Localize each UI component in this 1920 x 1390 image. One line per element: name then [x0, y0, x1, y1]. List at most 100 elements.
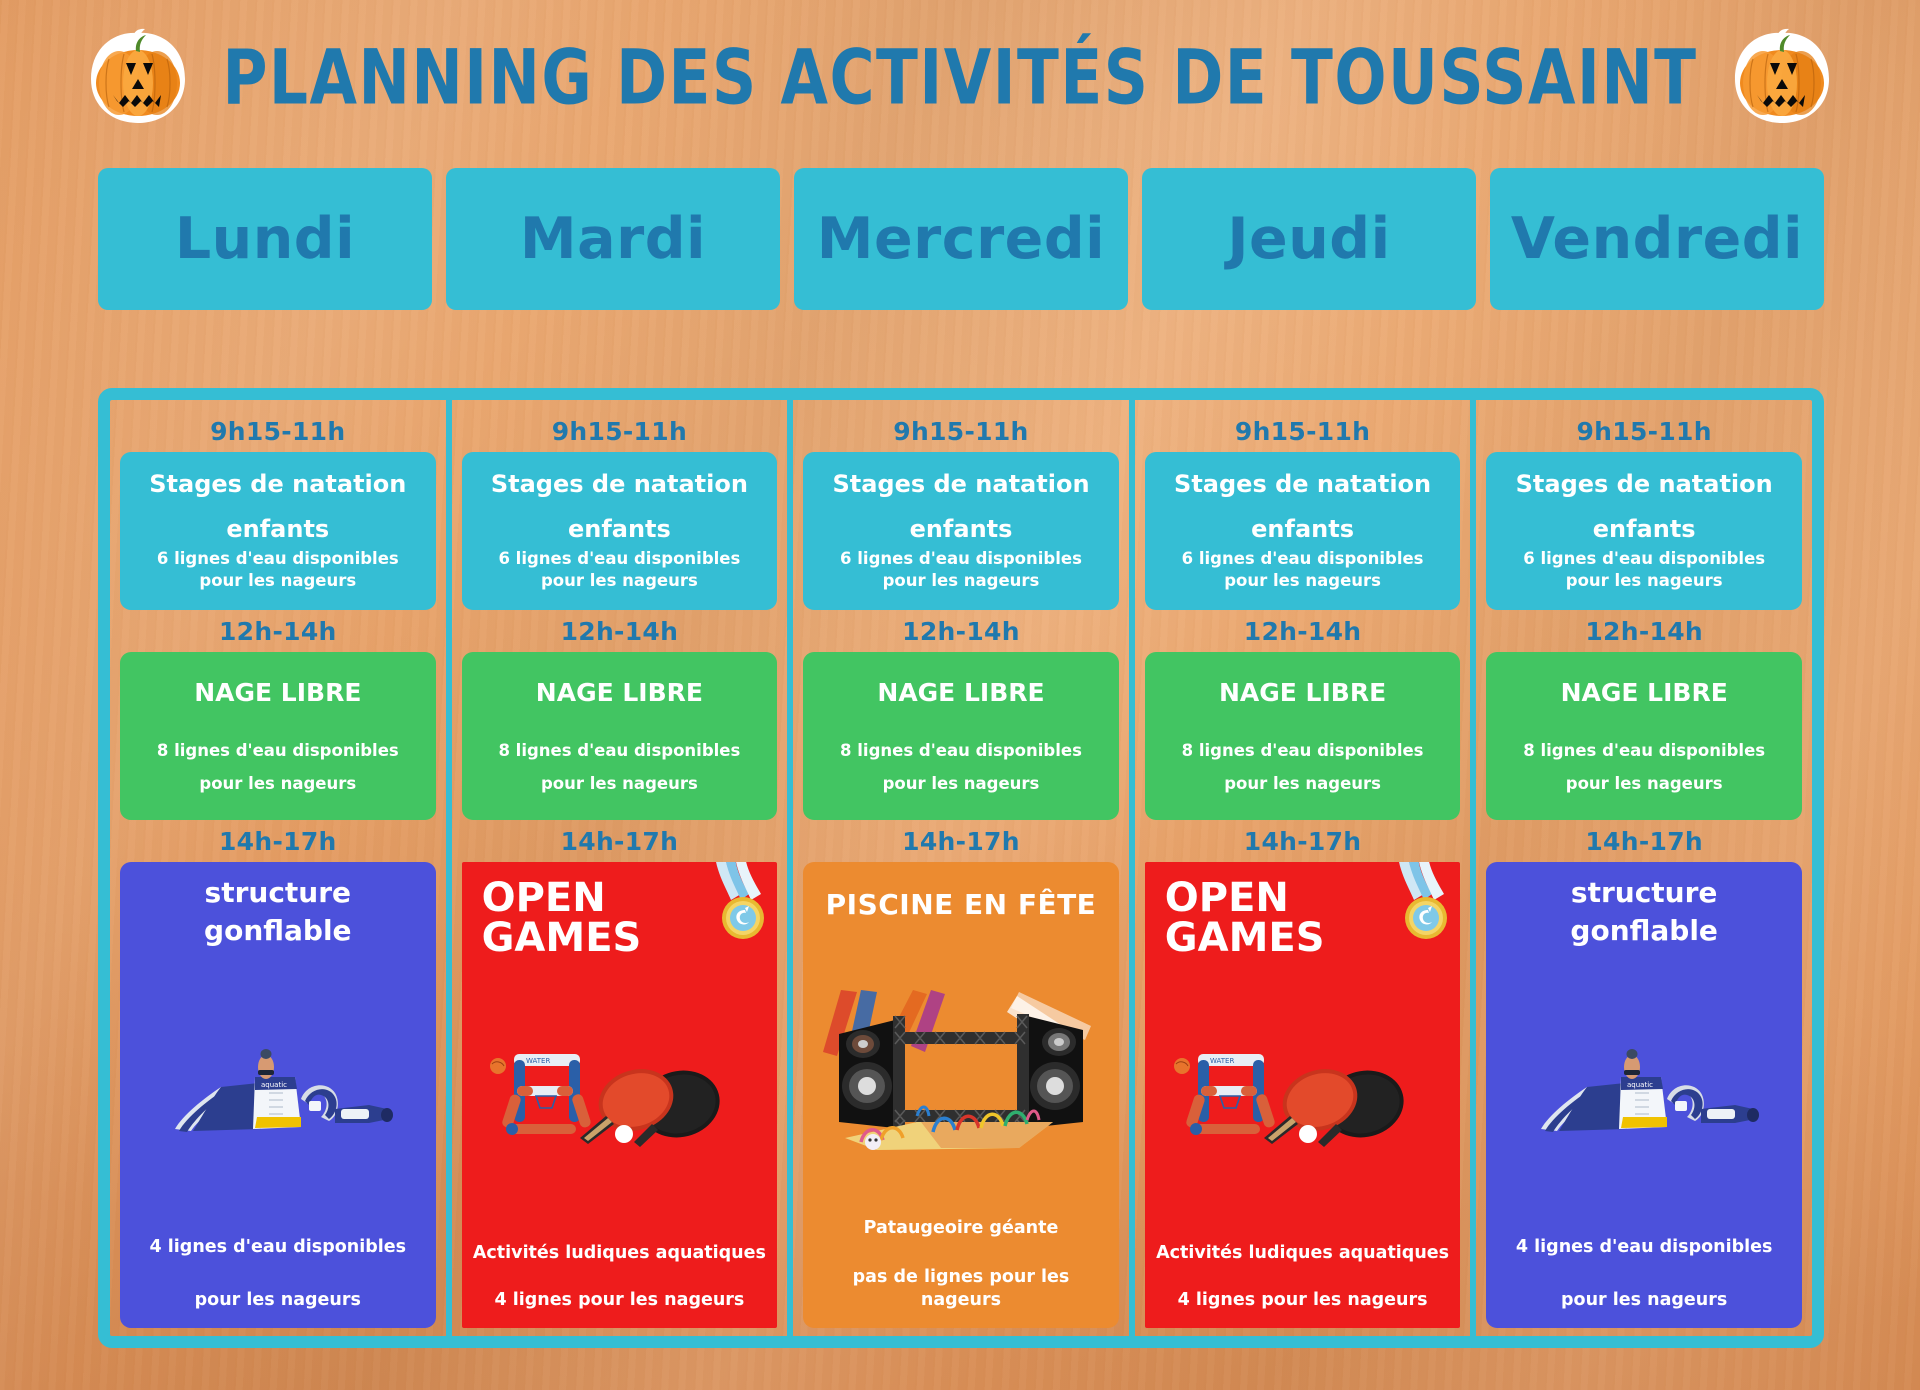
card-note: 8 lignes d'eau disponibles pour les nage…	[130, 734, 426, 800]
note-line-1: 6 lignes d'eau disponibles	[840, 549, 1082, 569]
note-line-2: pour les nageurs	[1565, 571, 1723, 591]
activity-card-nage-libre[interactable]: NAGE LIBRE 8 lignes d'eau disponibles po…	[120, 652, 436, 820]
slot-midday: 12h-14h NAGE LIBRE 8 lignes d'eau dispon…	[1486, 610, 1802, 820]
note-line-1: 4 lignes d'eau disponibles	[1515, 1236, 1773, 1257]
pumpkin-icon	[79, 27, 197, 127]
title-line-1: OPEN	[481, 875, 606, 921]
note-line-2: pour les nageurs	[199, 571, 357, 591]
activity-card-piscine-en-fete[interactable]: PISCINE EN FÊTE	[803, 862, 1119, 1328]
card-header: OPEN GAMES	[472, 862, 768, 958]
day-label: Jeudi	[1227, 206, 1391, 272]
day-label: Vendredi	[1510, 206, 1804, 272]
day-header-mercredi[interactable]: Mercredi	[794, 168, 1128, 310]
slot-afternoon: 14h-17h structure gonflable aquatic	[120, 820, 436, 1328]
slot-afternoon: 14h-17h PISCINE EN FÊTE	[803, 820, 1119, 1328]
note-line-1: 6 lignes d'eau disponibles	[1181, 549, 1424, 569]
title-line-2: gonflable	[1570, 913, 1718, 947]
note-line-1: 8 lignes d'eau disponibles	[498, 741, 741, 761]
activity-card-natation[interactable]: Stages de natation enfants 6 lignes d'ea…	[120, 452, 436, 610]
slot-time: 12h-14h	[1585, 617, 1703, 646]
note-line-1: 8 lignes d'eau disponibles	[156, 741, 399, 761]
schedule-column-lundi: 9h15-11h Stages de natation enfants 6 li…	[110, 400, 452, 1336]
note-line-1: 8 lignes d'eau disponibles	[1523, 741, 1766, 761]
card-note: 8 lignes d'eau disponibles pour les nage…	[1155, 734, 1451, 800]
slot-morning: 9h15-11h Stages de natation enfants 6 li…	[1486, 410, 1802, 610]
note-line-1: Activités ludiques aquatiques	[472, 1242, 766, 1263]
card-title: OPEN GAMES	[482, 878, 642, 958]
card-title: Stages de natation	[832, 470, 1090, 498]
slot-time: 14h-17h	[902, 827, 1020, 856]
activity-card-nage-libre[interactable]: NAGE LIBRE 8 lignes d'eau disponibles po…	[461, 652, 778, 820]
activity-card-natation[interactable]: Stages de natation enfants 6 lignes d'ea…	[803, 452, 1119, 610]
day-header-lundi[interactable]: Lundi	[98, 168, 432, 310]
note-line-2: pour les nageurs	[541, 774, 698, 794]
medal-icon	[1388, 862, 1454, 948]
svg-text:aquatic: aquatic	[1627, 1081, 1653, 1089]
activity-card-nage-libre[interactable]: NAGE LIBRE 8 lignes d'eau disponibles po…	[1486, 652, 1802, 820]
schedule-column-vendredi: 9h15-11h Stages de natation enfants 6 li…	[1476, 400, 1812, 1336]
note-line-2: 4 lignes pour les nageurs	[494, 1289, 745, 1310]
note-line-2: pour les nageurs	[882, 774, 1040, 794]
slot-midday: 12h-14h NAGE LIBRE 8 lignes d'eau dispon…	[803, 610, 1119, 820]
note-line-1: 4 lignes d'eau disponibles	[149, 1236, 407, 1257]
card-subtitle: enfants	[1592, 515, 1696, 544]
slot-midday: 12h-14h NAGE LIBRE 8 lignes d'eau dispon…	[461, 610, 778, 820]
day-header-mardi[interactable]: Mardi	[446, 168, 780, 310]
slot-morning: 9h15-11h Stages de natation enfants 6 li…	[461, 410, 778, 610]
slot-afternoon: 14h-17h OPEN GAMES	[461, 820, 778, 1328]
slot-time: 12h-14h	[1243, 617, 1362, 646]
note-line-1: Pataugeoire géante	[863, 1217, 1059, 1238]
card-note: 6 lignes d'eau disponibles pour les nage…	[472, 548, 768, 592]
slot-midday: 12h-14h NAGE LIBRE 8 lignes d'eau dispon…	[120, 610, 436, 820]
svg-text:WATER: WATER	[1210, 1057, 1234, 1065]
slot-time: 14h-17h	[1243, 827, 1362, 856]
note-line-1: 8 lignes d'eau disponibles	[840, 741, 1082, 761]
note-line-2: pour les nageurs	[882, 571, 1040, 591]
note-line-2: pour les nageurs	[1224, 774, 1381, 794]
card-title: Stages de natation	[1515, 470, 1773, 498]
note-line-2: pas de lignes pour les nageurs	[852, 1266, 1070, 1310]
svg-text:WATER: WATER	[526, 1057, 550, 1065]
note-line-1: Activités ludiques aquatiques	[1156, 1242, 1450, 1263]
note-line-2: pour les nageurs	[541, 571, 698, 591]
day-header-jeudi[interactable]: Jeudi	[1142, 168, 1476, 310]
activity-card-nage-libre[interactable]: NAGE LIBRE 8 lignes d'eau disponibles po…	[803, 652, 1119, 820]
title-line-1: structure	[204, 876, 352, 909]
card-note: Activités ludiques aquatiques 4 lignes p…	[1155, 1238, 1451, 1316]
card-note: 8 lignes d'eau disponibles pour les nage…	[472, 734, 768, 800]
schedule-column-mardi: 9h15-11h Stages de natation enfants 6 li…	[452, 400, 794, 1336]
schedule-column-jeudi: 9h15-11h Stages de natation enfants 6 li…	[1135, 400, 1477, 1336]
card-note: 6 lignes d'eau disponibles pour les nage…	[813, 548, 1109, 592]
activity-card-structure-gonflable[interactable]: structure gonflable aquatic	[1486, 862, 1802, 1328]
activity-card-natation[interactable]: Stages de natation enfants 6 lignes d'ea…	[1486, 452, 1802, 610]
activity-card-nage-libre[interactable]: NAGE LIBRE 8 lignes d'eau disponibles po…	[1144, 652, 1461, 820]
note-line-2: pour les nageurs	[1565, 774, 1723, 794]
activity-card-natation[interactable]: Stages de natation enfants 6 lignes d'ea…	[461, 452, 778, 610]
card-subtitle: enfants	[567, 515, 671, 544]
water-basketball-and-ping-pong-image: WATER	[472, 958, 768, 1238]
card-title: NAGE LIBRE	[1560, 678, 1728, 707]
day-label: Mercredi	[816, 206, 1106, 272]
slot-time: 12h-14h	[902, 617, 1020, 646]
speakers-stage-and-paddling-pool-image	[813, 921, 1109, 1213]
activity-card-open-games[interactable]: OPEN GAMES	[461, 862, 778, 1328]
day-header-row: Lundi Mardi Mercredi Jeudi Vendredi	[98, 168, 1824, 310]
activity-card-structure-gonflable[interactable]: structure gonflable aquatic	[120, 862, 436, 1328]
day-header-vendredi[interactable]: Vendredi	[1490, 168, 1824, 310]
slot-time: 9h15-11h	[551, 417, 688, 446]
slot-afternoon: 14h-17h OPEN GAMES	[1144, 820, 1461, 1328]
slot-time: 9h15-11h	[1576, 417, 1712, 446]
day-label: Mardi	[519, 206, 707, 272]
activity-card-natation[interactable]: Stages de natation enfants 6 lignes d'ea…	[1144, 452, 1461, 610]
page-title: PLANNING DES ACTIVITÉS DE TOUSSAINT	[222, 32, 1698, 122]
note-line-1: 6 lignes d'eau disponibles	[498, 549, 741, 569]
activity-card-open-games[interactable]: OPEN GAMES	[1144, 862, 1461, 1328]
pumpkin-icon	[1723, 27, 1841, 127]
note-line-2: pour les nageurs	[194, 1289, 361, 1310]
card-note: 6 lignes d'eau disponibles pour les nage…	[1155, 548, 1451, 592]
card-note: 4 lignes d'eau disponibles pour les nage…	[130, 1232, 426, 1316]
card-note: Pataugeoire géante pas de lignes pour le…	[813, 1213, 1109, 1316]
page-header: PLANNING DES ACTIVITÉS DE TOUSSAINT	[0, 22, 1920, 132]
card-title: structure gonflable	[130, 874, 426, 950]
note-line-2: pour les nageurs	[1561, 1289, 1728, 1310]
